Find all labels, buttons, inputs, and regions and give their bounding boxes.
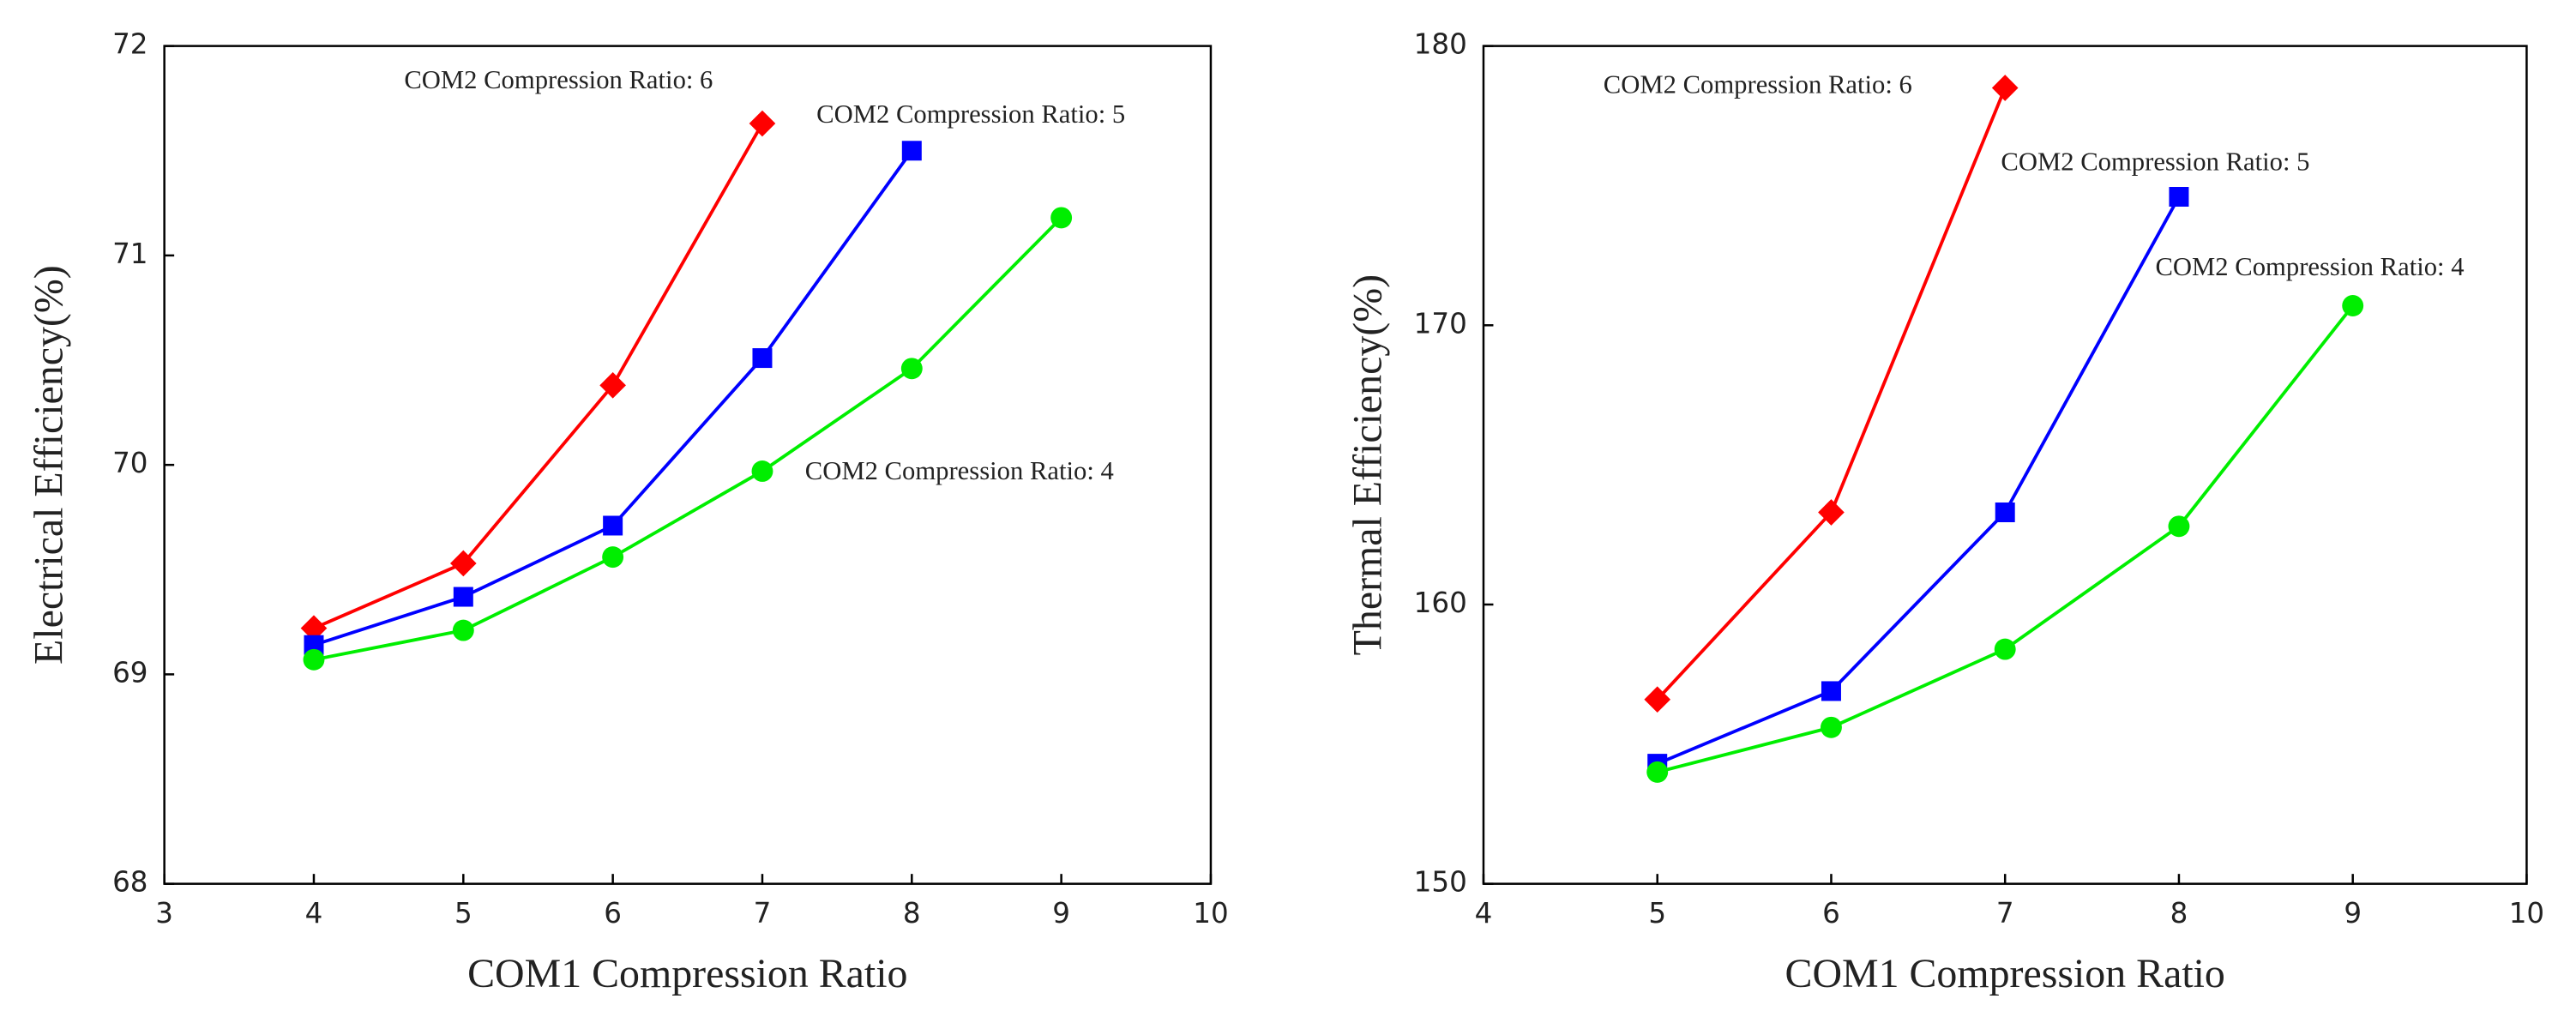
data-point [1644, 686, 1671, 713]
y-tick-label: 170 [1414, 307, 1467, 340]
x-tick-label: 9 [1052, 897, 1070, 930]
x-tick-label: 10 [2509, 897, 2544, 930]
series-line [313, 216, 1062, 662]
data-point [1050, 207, 1073, 229]
x-tick-label: 7 [754, 897, 772, 930]
data-point [1995, 502, 2015, 523]
x-tick-label: 9 [2344, 897, 2362, 930]
x-tick-label: 5 [1648, 897, 1666, 930]
series-line [313, 123, 764, 630]
annotation: COM2 Compression Ratio: 6 [1604, 70, 1912, 99]
y-tick-label: 68 [112, 866, 147, 899]
y-tick-label: 180 [1414, 28, 1467, 61]
data-point [303, 648, 325, 671]
data-point [2342, 295, 2364, 316]
data-point [900, 358, 923, 380]
x-axis-label: COM1 Compression Ratio [467, 951, 907, 996]
data-point [2169, 187, 2189, 207]
x-tick-label: 7 [1996, 897, 2014, 930]
data-point [1821, 681, 1841, 701]
x-tick-label: 8 [2170, 897, 2188, 930]
data-point [602, 546, 624, 569]
data-point [452, 619, 474, 641]
data-point [603, 515, 623, 536]
y-axis-label: Thermal Efficiency(%) [1345, 274, 1391, 655]
annotation: COM2 Compression Ratio: 6 [404, 65, 713, 94]
x-tick-label: 6 [604, 897, 622, 930]
annotation: COM2 Compression Ratio: 4 [2155, 252, 2464, 281]
data-point [453, 587, 473, 607]
x-axis-label: COM1 Compression Ratio [1785, 951, 2225, 996]
data-point [1991, 75, 2019, 101]
y-tick-label: 69 [112, 656, 147, 689]
data-point [300, 615, 328, 641]
x-tick-label: 5 [454, 897, 472, 930]
y-axis-label: Electrical Efficiency(%) [26, 265, 71, 665]
data-point [749, 110, 776, 137]
data-point [1821, 716, 1842, 738]
x-tick-label: 10 [1193, 897, 1228, 930]
x-tick-label: 6 [1822, 897, 1840, 930]
y-tick-label: 71 [112, 238, 147, 270]
data-point [1994, 638, 2016, 660]
data-point [1646, 761, 1669, 783]
y-tick-label: 70 [112, 447, 147, 479]
y-tick-label: 150 [1414, 866, 1467, 899]
annotation: COM2 Compression Ratio: 5 [2001, 147, 2309, 177]
data-point [449, 550, 477, 577]
data-point [2168, 515, 2190, 538]
data-point [752, 348, 773, 369]
y-tick-label: 160 [1414, 587, 1467, 619]
series-line [1656, 87, 2007, 701]
data-point [901, 141, 922, 161]
x-tick-label: 8 [903, 897, 921, 930]
annotation: COM2 Compression Ratio: 5 [816, 99, 1125, 129]
x-tick-label: 4 [305, 897, 323, 930]
data-point [304, 635, 324, 655]
series-line [1657, 304, 2355, 774]
series-line [1656, 196, 2181, 766]
data-point [1818, 499, 1845, 526]
y-tick-label: 72 [112, 28, 147, 61]
data-point [599, 372, 626, 399]
annotation: COM2 Compression Ratio: 4 [805, 456, 1114, 485]
data-point [751, 460, 773, 482]
x-tick-label: 3 [155, 897, 173, 930]
x-tick-label: 4 [1475, 897, 1493, 930]
